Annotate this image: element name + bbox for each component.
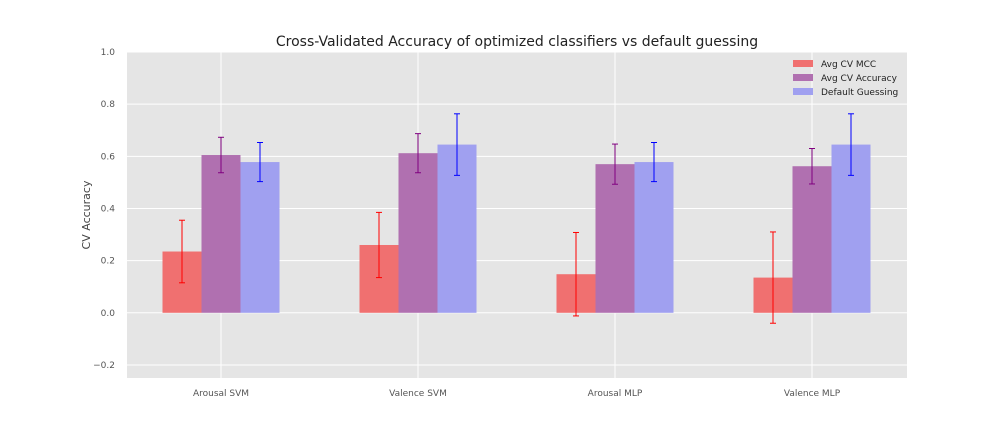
error-bar	[179, 219, 185, 284]
bars	[162, 144, 871, 313]
x-tick-labels: Arousal SVM Valence SVM Arousal MLP Valence…	[193, 389, 841, 399]
y-tick-label: 0.2	[101, 257, 115, 267]
error-bar	[651, 141, 657, 183]
legend-swatch	[793, 74, 813, 81]
y-tick-label: 0.8	[101, 100, 116, 110]
bar	[792, 166, 832, 313]
error-bar	[218, 136, 224, 174]
bar	[634, 162, 674, 313]
y-tick-label: 0.0	[101, 309, 116, 319]
bar	[201, 155, 241, 313]
y-tick-labels: −0.2 0.0 0.2 0.4 0.6 0.8 1.0	[93, 48, 115, 371]
x-tick-label: Arousal MLP	[588, 389, 643, 399]
y-tick-label: 0.4	[101, 204, 116, 214]
error-bar	[573, 231, 579, 317]
x-tick-label: Valence MLP	[784, 389, 841, 399]
legend-swatch	[793, 88, 813, 95]
error-bar	[612, 143, 618, 185]
legend-item: Avg CV MCC	[793, 60, 876, 70]
y-tick-label: 1.0	[101, 48, 116, 58]
bar	[240, 162, 280, 313]
legend: Avg CV MCC Avg CV Accuracy Default Guessin…	[793, 60, 898, 98]
legend-swatch	[793, 60, 813, 67]
y-tick-label: −0.2	[93, 361, 115, 371]
error-bar	[809, 147, 815, 185]
y-axis-label: CV Accuracy	[80, 180, 93, 249]
y-tick-label: 0.6	[101, 152, 116, 162]
legend-item: Avg CV Accuracy	[793, 74, 898, 84]
error-bar	[257, 141, 263, 183]
legend-label: Avg CV MCC	[821, 60, 876, 70]
x-tick-label: Valence SVM	[389, 389, 447, 399]
x-tick-label: Arousal SVM	[193, 389, 249, 399]
error-bar	[454, 113, 460, 176]
error-bars	[179, 113, 854, 324]
legend-label: Default Guessing	[821, 88, 898, 98]
bar	[595, 164, 635, 313]
legend-item: Default Guessing	[793, 88, 898, 98]
chart-title: Cross-Validated Accuracy of optimized cl…	[276, 34, 758, 50]
error-bar	[376, 211, 382, 279]
error-bar	[848, 113, 854, 176]
legend-label: Avg CV Accuracy	[821, 74, 898, 84]
error-bar	[770, 231, 776, 324]
bar	[398, 153, 438, 313]
error-bar	[415, 133, 421, 174]
